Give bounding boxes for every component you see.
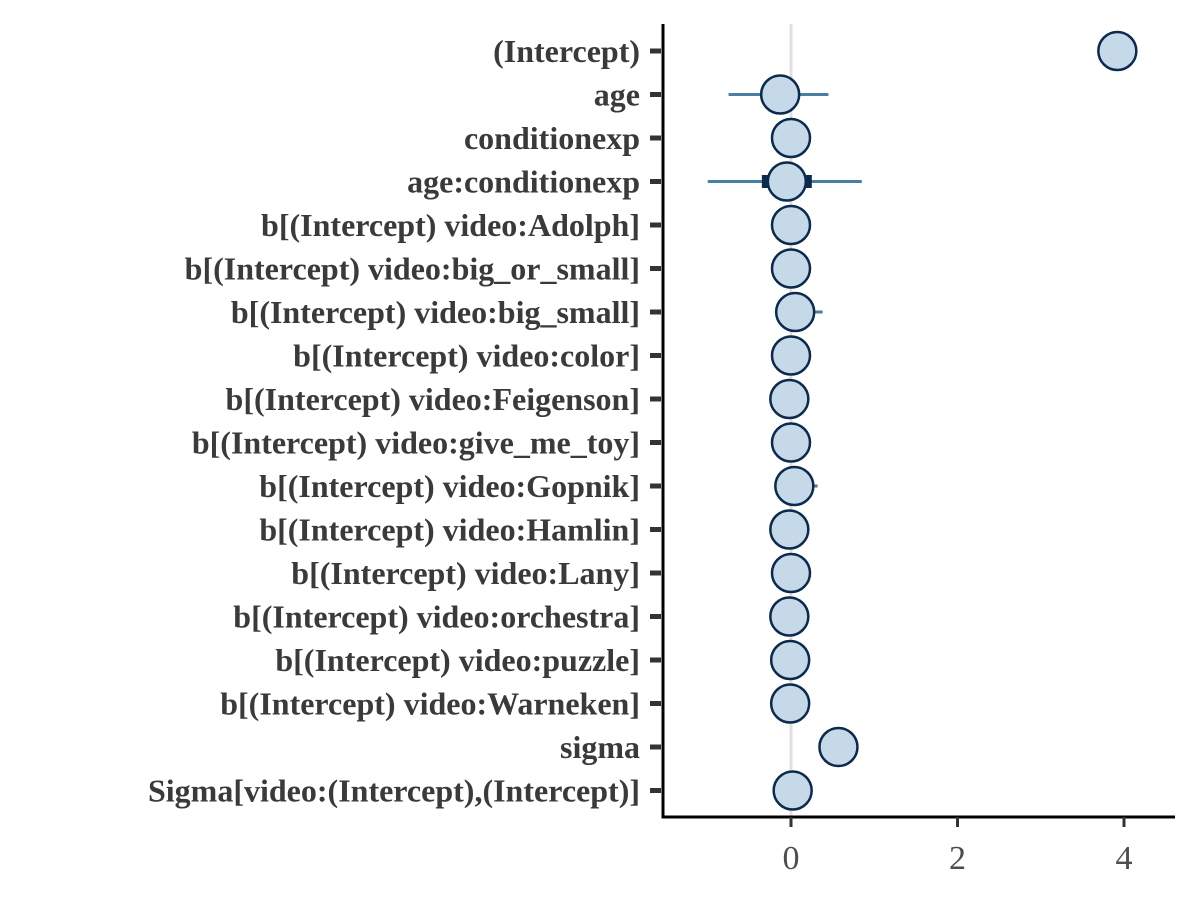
interval-marks xyxy=(707,30,1138,811)
parameter-label: age xyxy=(594,77,640,113)
point-estimate xyxy=(766,161,808,202)
point-estimate xyxy=(759,74,801,115)
point-estimate xyxy=(769,596,810,637)
point-estimate xyxy=(1097,30,1138,72)
parameter-label: b[(Intercept) video:Feigenson] xyxy=(226,381,640,417)
parameter-label: Sigma[video:(Intercept),(Intercept)] xyxy=(148,773,640,809)
point-estimate xyxy=(770,248,812,289)
parameter-label: b[(Intercept) video:big_or_small] xyxy=(185,251,640,287)
parameter-label: sigma xyxy=(560,729,640,765)
parameter-label: b[(Intercept) video:Adolph] xyxy=(261,207,640,243)
parameter-label: b[(Intercept) video:give_me_toy] xyxy=(192,425,640,461)
point-estimate xyxy=(769,378,810,420)
point-estimate xyxy=(770,117,812,159)
parameter-label: b[(Intercept) video:orchestra] xyxy=(233,599,640,635)
point-estimate xyxy=(774,465,815,507)
parameter-label: b[(Intercept) video:Warneken] xyxy=(220,686,640,722)
point-estimate xyxy=(769,683,811,724)
parameter-label: b[(Intercept) video:Lany] xyxy=(291,555,640,591)
parameter-label: b[(Intercept) video:big_small] xyxy=(231,294,640,330)
parameter-label: conditionexp xyxy=(464,120,640,156)
point-estimate xyxy=(769,509,810,550)
point-estimate xyxy=(769,639,811,681)
parameter-label: age:conditionexp xyxy=(407,164,640,200)
point-estimate xyxy=(770,422,812,463)
parameter-label: b[(Intercept) video:puzzle] xyxy=(275,642,640,678)
parameter-labels: (Intercept) age conditionexp age:conditione… xyxy=(148,33,640,809)
parameter-label: b[(Intercept) video:Hamlin] xyxy=(259,512,640,548)
point-estimate xyxy=(774,291,816,333)
point-estimate xyxy=(770,552,812,594)
axes-layer: 0 2 4 xyxy=(650,24,1175,877)
point-estimate xyxy=(772,770,813,811)
parameter-label: b[(Intercept) video:Gopnik] xyxy=(259,468,640,504)
x-tick-label: 0 xyxy=(783,840,800,877)
parameter-label: b[(Intercept) video:color] xyxy=(293,338,640,374)
point-estimate xyxy=(770,204,812,246)
parameter-label: (Intercept) xyxy=(493,33,640,69)
point-estimate xyxy=(770,335,812,376)
x-tick-label: 4 xyxy=(1116,840,1133,877)
point-estimate xyxy=(818,726,859,768)
x-tick-label: 2 xyxy=(949,840,966,877)
